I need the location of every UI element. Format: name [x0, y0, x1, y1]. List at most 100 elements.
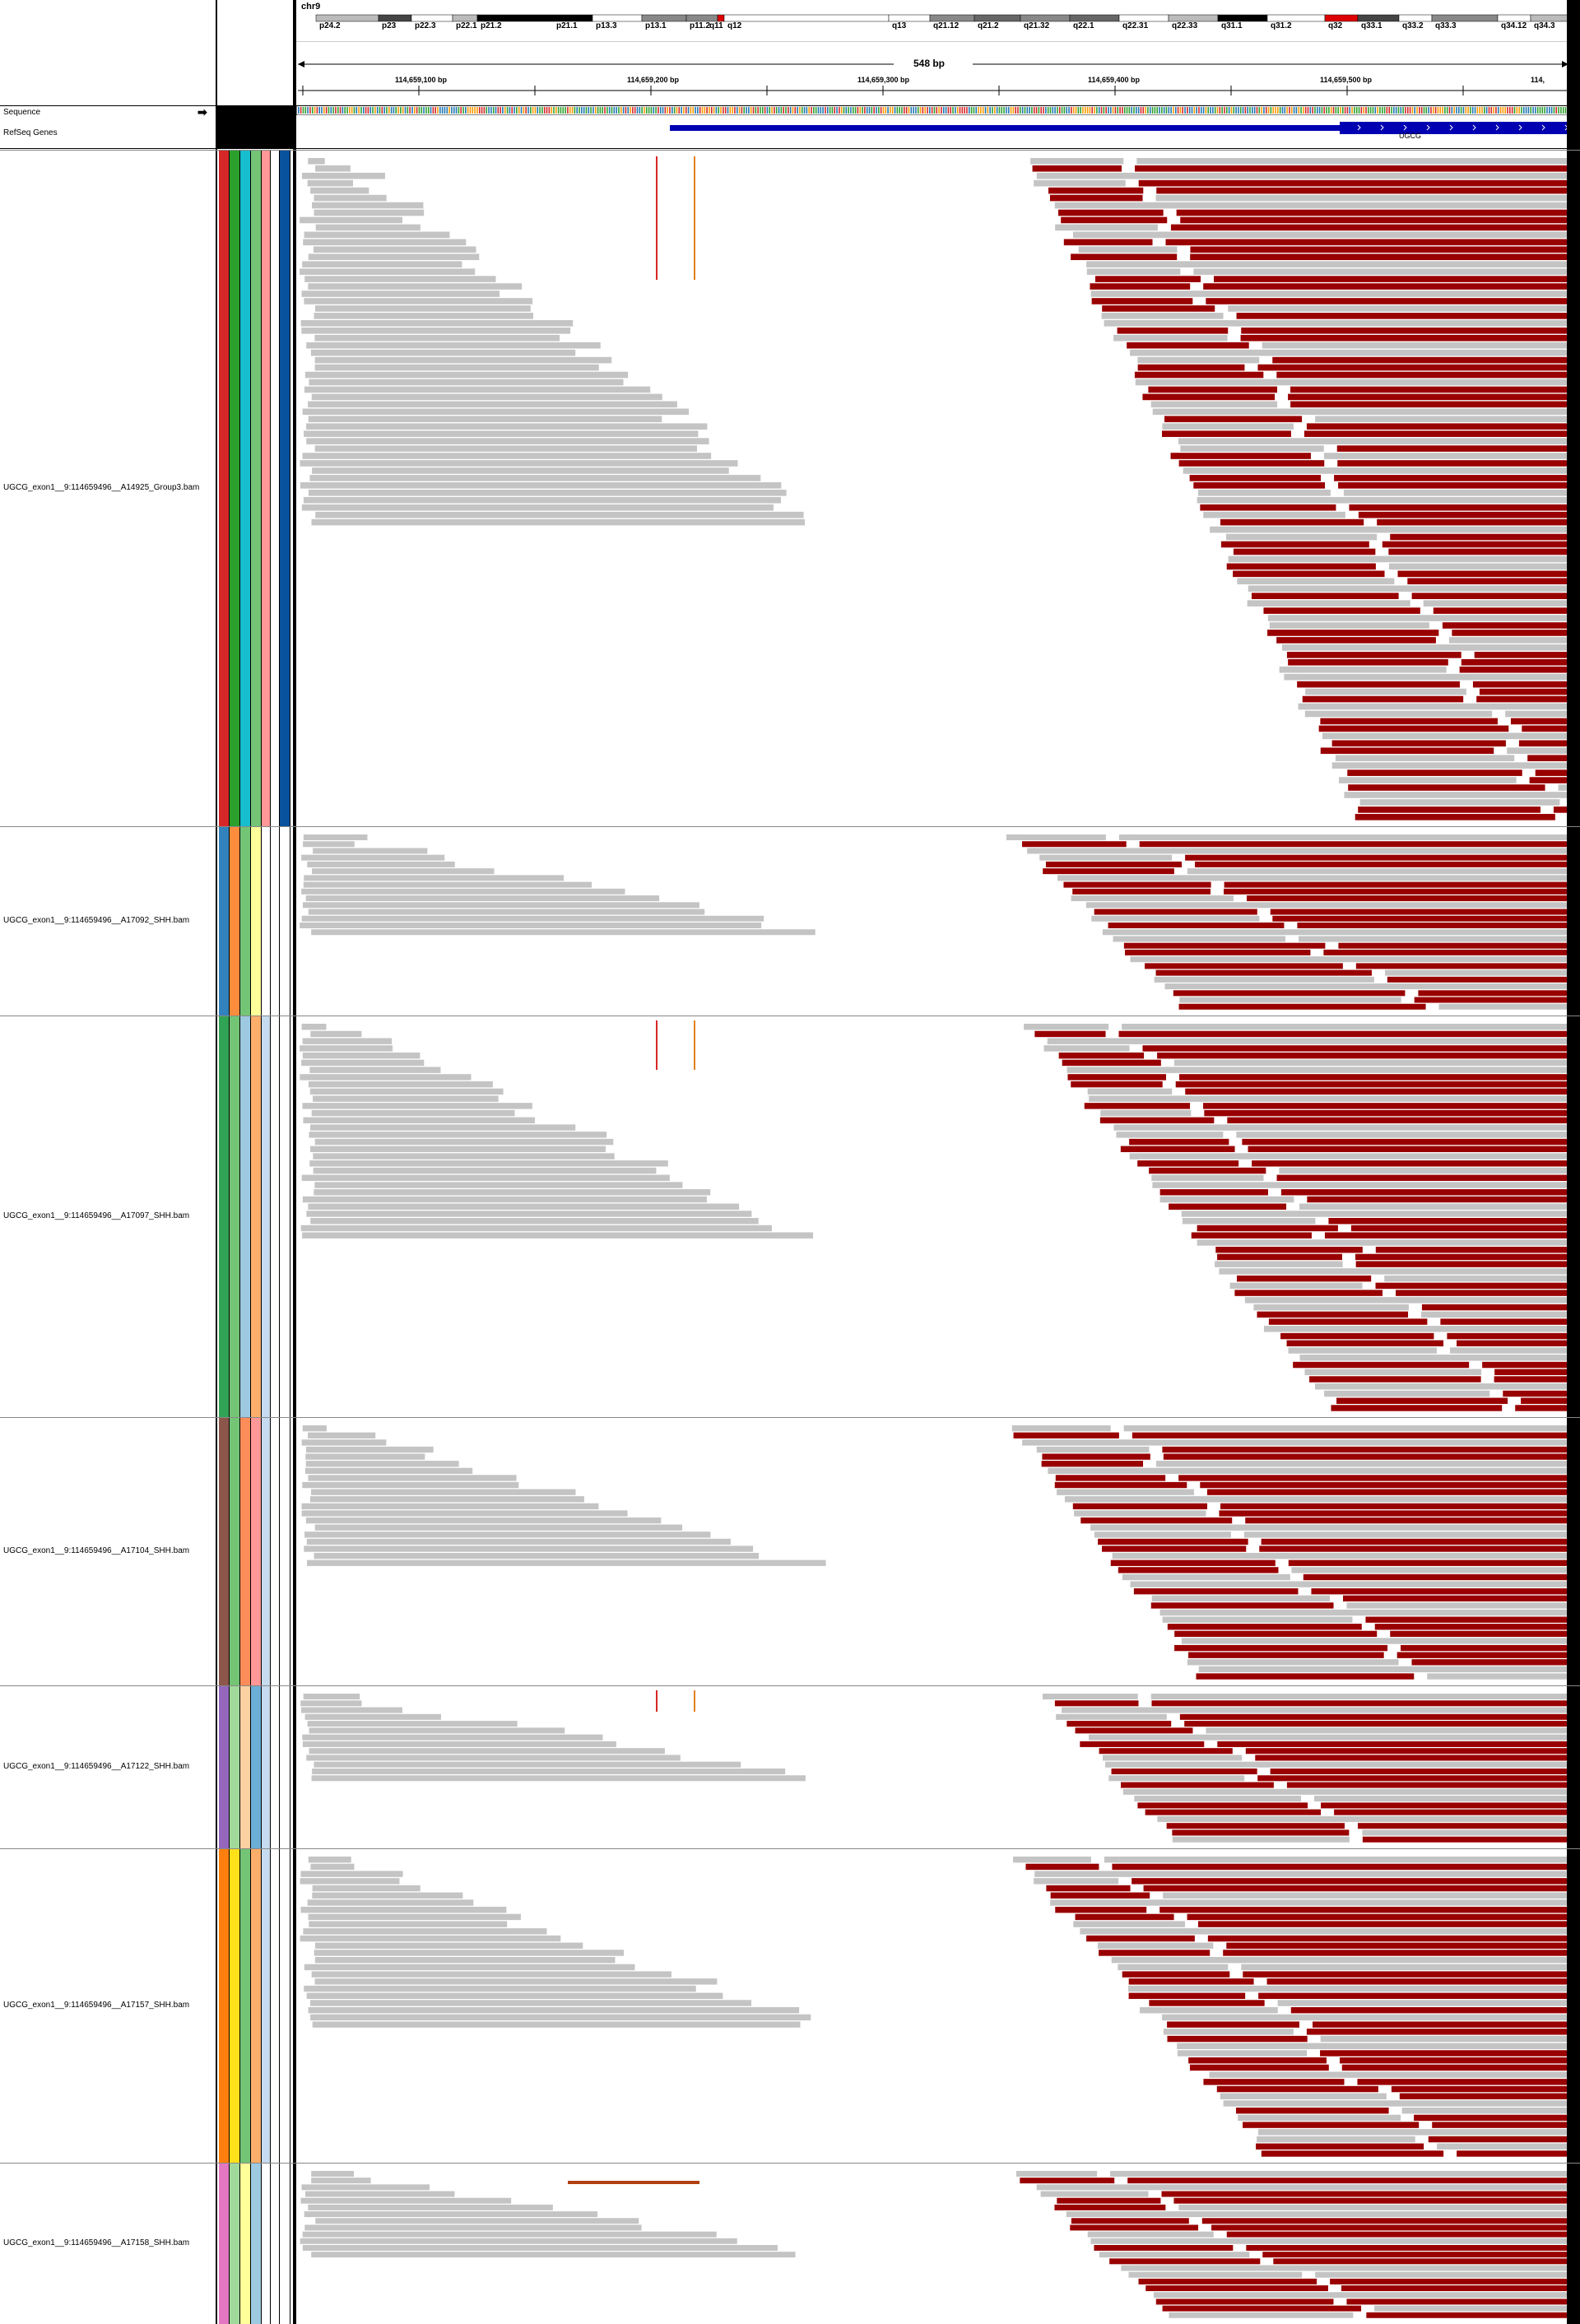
read[interactable]: [1110, 1559, 1276, 1566]
read[interactable]: [303, 834, 368, 840]
read[interactable]: [1397, 570, 1570, 578]
read[interactable]: [1080, 1517, 1233, 1524]
read[interactable]: [1043, 868, 1174, 875]
read[interactable]: [1355, 1261, 1570, 1267]
read[interactable]: [1117, 327, 1229, 334]
gene-name-label[interactable]: UGCG: [1399, 132, 1421, 140]
read[interactable]: [1113, 936, 1286, 942]
read[interactable]: [1241, 327, 1570, 334]
read[interactable]: [1309, 1376, 1481, 1383]
read[interactable]: [1121, 1782, 1274, 1788]
read[interactable]: [304, 2211, 598, 2218]
read[interactable]: [1298, 703, 1570, 710]
attribute-cell[interactable]: [230, 1848, 240, 2163]
read[interactable]: [1055, 1475, 1166, 1481]
read[interactable]: [308, 1203, 740, 1210]
read[interactable]: [1162, 423, 1294, 430]
read[interactable]: [309, 1727, 565, 1734]
read[interactable]: [302, 2231, 717, 2238]
read[interactable]: [313, 246, 476, 253]
read[interactable]: [1234, 1290, 1383, 1296]
read[interactable]: [305, 1446, 434, 1453]
read[interactable]: [1159, 1907, 1570, 1913]
read[interactable]: [1153, 2292, 1570, 2298]
read[interactable]: [1099, 1950, 1211, 1956]
read[interactable]: [302, 1038, 393, 1044]
read[interactable]: [1071, 1081, 1163, 1088]
read[interactable]: [304, 298, 533, 304]
read[interactable]: [1472, 681, 1570, 688]
read[interactable]: [1396, 1290, 1570, 1296]
read[interactable]: [1269, 622, 1429, 629]
read[interactable]: [1101, 1545, 1247, 1552]
read[interactable]: [1057, 1489, 1194, 1495]
read[interactable]: [1391, 2085, 1570, 2093]
read[interactable]: [307, 1899, 474, 1906]
read[interactable]: [1206, 298, 1570, 304]
read[interactable]: [1090, 1524, 1570, 1531]
read[interactable]: [1217, 1253, 1342, 1261]
read[interactable]: [1251, 593, 1399, 599]
read[interactable]: [1312, 2021, 1570, 2028]
read[interactable]: [1022, 1439, 1570, 1446]
read[interactable]: [1113, 334, 1228, 342]
read[interactable]: [1137, 1802, 1308, 1809]
read[interactable]: [1087, 2231, 1214, 2238]
attribute-cell[interactable]: [262, 826, 271, 1016]
read[interactable]: [1245, 1748, 1570, 1755]
read[interactable]: [309, 1748, 665, 1755]
read[interactable]: [1216, 2085, 1378, 2093]
read[interactable]: [1286, 1782, 1570, 1788]
attribute-cell[interactable]: [240, 1016, 251, 1417]
read[interactable]: [310, 2014, 811, 2021]
read[interactable]: [1162, 1446, 1570, 1453]
read[interactable]: [1276, 637, 1436, 644]
read[interactable]: [1244, 1297, 1570, 1304]
read[interactable]: [302, 1734, 603, 1741]
read[interactable]: [1054, 1700, 1139, 1707]
read[interactable]: [1013, 1432, 1119, 1439]
attribute-cell[interactable]: [230, 150, 240, 826]
read[interactable]: [1134, 371, 1264, 379]
read[interactable]: [1338, 942, 1570, 949]
read[interactable]: [1330, 2278, 1570, 2284]
read[interactable]: [1252, 1160, 1570, 1167]
read[interactable]: [302, 1425, 327, 1432]
read[interactable]: [308, 401, 677, 408]
read[interactable]: [1266, 1978, 1570, 1985]
read[interactable]: [1167, 2021, 1299, 2028]
read[interactable]: [1233, 548, 1376, 555]
read[interactable]: [1233, 570, 1385, 578]
read[interactable]: [1355, 1253, 1570, 1261]
read[interactable]: [302, 453, 712, 459]
read[interactable]: [1238, 2114, 1401, 2122]
read[interactable]: [304, 1532, 711, 1538]
read[interactable]: [1388, 548, 1570, 555]
read[interactable]: [1243, 1532, 1570, 1538]
read[interactable]: [1355, 963, 1570, 969]
read[interactable]: [1347, 769, 1522, 776]
read[interactable]: [1045, 861, 1183, 867]
read[interactable]: [1054, 202, 1570, 209]
read[interactable]: [308, 416, 662, 423]
read[interactable]: [313, 1095, 499, 1102]
read[interactable]: [1268, 1318, 1428, 1325]
read[interactable]: [314, 1978, 718, 1985]
read[interactable]: [1102, 305, 1215, 312]
read[interactable]: [1334, 475, 1570, 481]
read[interactable]: [1178, 1003, 1426, 1010]
read[interactable]: [314, 1942, 583, 1949]
read[interactable]: [1195, 861, 1570, 867]
read[interactable]: [300, 320, 574, 327]
read[interactable]: [1187, 1659, 1399, 1666]
read[interactable]: [302, 1052, 421, 1059]
read[interactable]: [1057, 875, 1570, 881]
read[interactable]: [311, 1971, 672, 1978]
read[interactable]: [314, 1553, 760, 1559]
read[interactable]: [1132, 1878, 1570, 1885]
read[interactable]: [1223, 2100, 1570, 2107]
read[interactable]: [1257, 1311, 1409, 1318]
read[interactable]: [1457, 1340, 1570, 1347]
read[interactable]: [1145, 1809, 1322, 1815]
read[interactable]: [1276, 371, 1570, 379]
